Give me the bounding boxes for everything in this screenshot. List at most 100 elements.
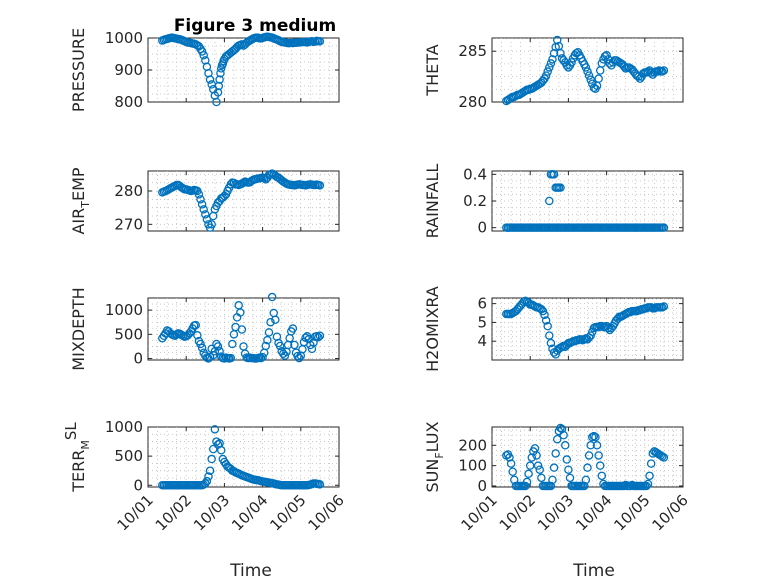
data-point (586, 331, 595, 340)
data-point (541, 71, 551, 80)
data-point (199, 51, 208, 60)
data-point (595, 461, 605, 470)
x-axis-label-left: Time (229, 561, 272, 581)
y-tick-label: 200 (458, 436, 487, 454)
subplot-2: 280 285 THETA (423, 35, 684, 111)
y-tick-label: 0 (477, 219, 487, 237)
data-point (556, 423, 565, 433)
data-point (527, 453, 537, 462)
data-point (204, 472, 213, 481)
data-point (315, 331, 325, 341)
data-point (603, 323, 613, 333)
y-tick-label: 0 (133, 350, 143, 368)
data-point (546, 481, 556, 491)
data-point (312, 332, 321, 341)
data-point (293, 351, 302, 361)
data-point (215, 347, 224, 356)
data-point (205, 466, 215, 475)
x-tick-label: 10/04 (228, 491, 271, 534)
data-point (258, 352, 267, 362)
data-point (556, 48, 565, 58)
data-point (267, 292, 277, 302)
data-point (525, 461, 535, 470)
data-point (643, 479, 653, 489)
data-point (207, 220, 216, 229)
data-point (583, 463, 592, 472)
data-point (562, 455, 572, 464)
data-point (199, 205, 208, 214)
data-point (592, 441, 602, 450)
y-tick-label: 800 (114, 93, 143, 111)
data-point (210, 425, 220, 434)
data-point (594, 74, 603, 83)
data-point (589, 431, 599, 441)
y-tick-label: 900 (114, 61, 143, 79)
data-point (202, 476, 212, 486)
data-point (619, 481, 629, 491)
data-point (559, 430, 568, 440)
y-axis-label: SUNFLUX (423, 421, 446, 492)
data-point (560, 441, 570, 450)
data-point (216, 64, 226, 73)
data-point (597, 59, 607, 68)
data-point (197, 343, 207, 353)
data-point (659, 223, 669, 232)
y-axis-label: AIRTEMP (69, 167, 92, 234)
data-point (588, 432, 597, 442)
data-point (556, 183, 565, 192)
y-axis-label: TERRMSL (62, 422, 92, 493)
data-point (220, 354, 229, 363)
data-point (602, 51, 611, 60)
x-axis-label-right: Time (572, 561, 615, 581)
data-point (581, 475, 591, 485)
data-point (215, 75, 224, 84)
y-tick-label: 270 (114, 215, 143, 233)
data-point (508, 467, 517, 476)
data-point (191, 320, 200, 330)
data-point (552, 434, 562, 444)
data-point (532, 451, 541, 460)
data-point (263, 335, 272, 345)
data-point (314, 332, 323, 342)
data-point (626, 481, 635, 491)
y-axis-label: MIXDEPTH (69, 287, 88, 370)
data-point (565, 473, 575, 483)
x-tick-label: 10/01 (458, 491, 501, 534)
y-tick-label: 500 (114, 325, 143, 343)
data-point (207, 454, 216, 464)
data-point (658, 67, 667, 76)
x-tick-label: 10/03 (534, 491, 577, 534)
x-tick-label: 10/06 (305, 491, 348, 534)
data-point (597, 471, 607, 481)
data-point (228, 339, 237, 349)
data-point (549, 170, 559, 179)
x-tick-label: 10/06 (649, 491, 692, 534)
y-axis-label: PRESSURE (69, 28, 88, 112)
data-point (197, 47, 207, 56)
data-point (208, 444, 218, 454)
data-point (315, 36, 325, 46)
data-point (594, 451, 603, 460)
data-point (216, 68, 225, 78)
data-point (645, 471, 654, 481)
data-point (275, 341, 285, 351)
y-tick-label: 280 (458, 93, 487, 111)
data-point (201, 479, 210, 488)
data-point (264, 328, 274, 337)
data-point (659, 66, 669, 75)
data-point (538, 306, 548, 316)
data-point (659, 453, 669, 462)
data-point (584, 71, 594, 80)
data-point (548, 475, 557, 485)
y-tick-label: 280 (114, 182, 143, 200)
data-point (216, 446, 226, 455)
y-tick-label: 0.2 (463, 192, 487, 210)
data-point (288, 324, 298, 333)
subplot-5: 0 500 1000 MIXDEPTH (69, 287, 340, 371)
x-tick-label: 10/04 (572, 491, 615, 534)
data-point (212, 97, 221, 107)
x-tick-label: 10/05 (266, 491, 309, 534)
data-point (214, 81, 224, 91)
